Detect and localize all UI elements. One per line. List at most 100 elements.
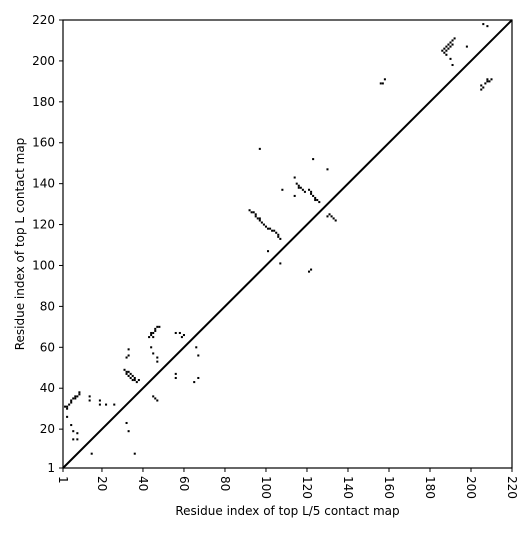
contact-point bbox=[76, 432, 79, 435]
contact-point bbox=[297, 186, 300, 189]
contact-point bbox=[334, 219, 337, 222]
contact-point bbox=[78, 393, 81, 396]
contact-point bbox=[98, 403, 101, 406]
contact-point bbox=[195, 346, 198, 349]
contact-point bbox=[486, 80, 489, 83]
contact-point bbox=[303, 190, 306, 193]
contact-point bbox=[74, 397, 77, 400]
contact-point bbox=[64, 405, 67, 408]
points-layer bbox=[64, 23, 493, 455]
contact-point bbox=[150, 334, 153, 337]
contact-point bbox=[197, 354, 200, 357]
contact-point bbox=[131, 379, 134, 382]
x-tick-label: 160 bbox=[382, 476, 396, 499]
contact-point bbox=[297, 184, 300, 187]
contact-point bbox=[180, 336, 183, 339]
contact-point bbox=[281, 188, 284, 191]
contact-point bbox=[66, 407, 69, 410]
contact-point bbox=[465, 45, 468, 48]
contact-point bbox=[174, 331, 177, 335]
contact-point bbox=[133, 452, 136, 455]
y-tick-label: 220 bbox=[32, 13, 55, 27]
contact-point bbox=[310, 190, 313, 193]
contact-point bbox=[267, 250, 270, 253]
contact-point bbox=[310, 268, 313, 271]
y-tick-label: 200 bbox=[32, 54, 55, 68]
y-tick-label: 80 bbox=[40, 299, 55, 313]
contact-point bbox=[260, 221, 263, 224]
x-tick-label: 20 bbox=[95, 476, 109, 491]
contact-point bbox=[445, 49, 448, 52]
contact-point bbox=[113, 403, 116, 406]
contact-point bbox=[137, 379, 140, 382]
contact-point bbox=[258, 217, 261, 220]
contact-point bbox=[131, 374, 134, 377]
contact-point bbox=[449, 45, 452, 48]
contact-point bbox=[156, 325, 159, 328]
contact-point bbox=[127, 348, 130, 351]
contact-point bbox=[127, 374, 130, 377]
contact-point bbox=[256, 217, 259, 220]
x-tick-label: 80 bbox=[218, 476, 232, 491]
contact-point bbox=[449, 41, 452, 44]
contact-point bbox=[250, 211, 253, 214]
contact-point bbox=[482, 23, 485, 26]
contact-point bbox=[156, 356, 159, 359]
contact-point bbox=[152, 352, 155, 355]
contact-point bbox=[299, 186, 302, 189]
contact-point bbox=[314, 196, 317, 199]
contact-point bbox=[133, 376, 136, 380]
contact-point bbox=[123, 368, 126, 371]
contact-point bbox=[484, 82, 487, 85]
contact-point bbox=[451, 39, 454, 42]
contact-point bbox=[267, 227, 270, 230]
contact-point bbox=[271, 229, 274, 232]
contact-point bbox=[154, 327, 157, 330]
contact-point bbox=[158, 325, 161, 328]
y-tick-label: 1 bbox=[47, 461, 55, 475]
contact-point bbox=[156, 399, 159, 402]
contact-point bbox=[72, 397, 75, 400]
contact-point bbox=[127, 354, 130, 357]
contact-point bbox=[70, 424, 73, 427]
y-tick-label: 120 bbox=[32, 218, 55, 232]
contact-point bbox=[488, 80, 491, 83]
contact-point bbox=[129, 372, 132, 375]
contact-point bbox=[127, 370, 130, 373]
contact-point bbox=[301, 188, 304, 191]
contact-point bbox=[252, 211, 255, 214]
x-tick-label: 40 bbox=[136, 476, 150, 491]
contact-point bbox=[293, 194, 296, 197]
contact-point bbox=[293, 176, 296, 179]
contact-point bbox=[74, 395, 77, 398]
x-axis: 1 20 40 60 80 100 120 140 160 180 200 220 bbox=[56, 468, 519, 499]
x-tick-label: 100 bbox=[259, 476, 273, 499]
contact-point bbox=[174, 372, 177, 375]
contact-point bbox=[482, 86, 485, 89]
contact-point bbox=[490, 78, 493, 81]
contact-point bbox=[178, 331, 181, 335]
contact-point bbox=[486, 25, 489, 28]
y-tick-label: 40 bbox=[40, 381, 55, 395]
contact-point bbox=[453, 37, 456, 40]
contact-point bbox=[72, 430, 75, 433]
y-tick-label: 20 bbox=[40, 422, 55, 436]
contact-point bbox=[254, 213, 257, 216]
contact-point bbox=[152, 395, 155, 398]
contact-point bbox=[174, 376, 177, 380]
contact-point bbox=[193, 381, 196, 384]
contact-point bbox=[152, 336, 155, 339]
x-axis-label: Residue index of top L/5 contact map bbox=[175, 504, 399, 518]
contact-point bbox=[269, 227, 272, 230]
contact-point bbox=[66, 415, 69, 418]
contact-point bbox=[78, 391, 81, 394]
contact-point bbox=[379, 82, 382, 85]
contact-point bbox=[182, 334, 185, 337]
contact-point bbox=[279, 237, 282, 240]
contact-point bbox=[264, 225, 267, 228]
y-tick-label: 140 bbox=[32, 177, 55, 191]
y-tick-label: 160 bbox=[32, 136, 55, 150]
contact-point bbox=[447, 47, 450, 50]
contact-point bbox=[275, 231, 278, 234]
